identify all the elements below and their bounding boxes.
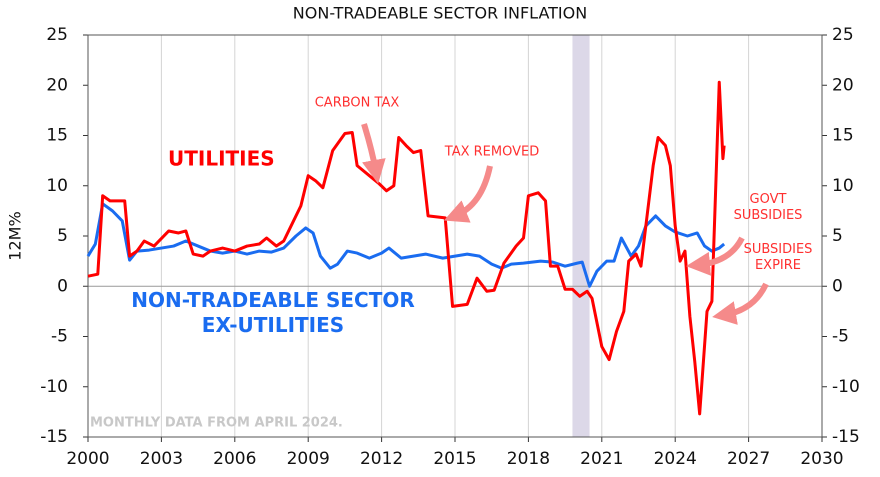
arrow xyxy=(443,165,493,223)
x-tick-label: 2018 xyxy=(507,449,550,469)
y-tick-label: 5 xyxy=(57,226,68,246)
arrow xyxy=(712,282,769,325)
arrows xyxy=(361,123,769,325)
x-tick-label: 2009 xyxy=(287,449,330,469)
x-tick-label: 2027 xyxy=(727,449,770,469)
x-tick-label: 2006 xyxy=(213,449,256,469)
series-label: UTILITIES xyxy=(168,147,275,171)
y2-tick-label: 15 xyxy=(832,126,854,146)
arrow xyxy=(686,236,745,276)
y2-tick-label: 20 xyxy=(832,75,854,95)
plot-area: 2000 2003 2006 2009 2012 2015 2018 2021 2024 2027… xyxy=(40,25,860,469)
y-tick-label: -5 xyxy=(51,327,68,347)
x-tick-label: 2003 xyxy=(140,449,183,469)
annotation: CARBON TAX xyxy=(315,96,400,111)
shaded-region xyxy=(572,35,590,437)
y2-tick-label: -10 xyxy=(832,377,860,397)
y-axis-label: 12M% xyxy=(6,211,25,260)
annotation: GOVT SUBSIDIES xyxy=(733,192,803,224)
y2-tick-label: 10 xyxy=(832,176,854,196)
y2-tick-label: -5 xyxy=(832,327,849,347)
x-tick-label: 2012 xyxy=(360,449,403,469)
series-line xyxy=(87,80,726,416)
y2-tick-label: 5 xyxy=(832,226,843,246)
y2-tick-label: 0 xyxy=(832,276,843,296)
arrow xyxy=(361,123,386,184)
plot-border xyxy=(87,34,823,438)
y2-tick-label: -15 xyxy=(832,427,860,447)
y-tick-label: 25 xyxy=(46,25,68,45)
y-tick-label: 15 xyxy=(46,126,68,146)
note: MONTHLY DATA FROM APRIL 2024. xyxy=(90,416,343,431)
x-tick-label: 2024 xyxy=(654,449,697,469)
x-tick-label: 2000 xyxy=(66,449,109,469)
y-tick-label: -10 xyxy=(40,377,68,397)
y-tick-label: 10 xyxy=(46,176,68,196)
x-tick-label: 2015 xyxy=(433,449,476,469)
y-tick-label: -15 xyxy=(40,427,68,447)
y2-tick-label: 25 xyxy=(832,25,854,45)
y-tick-label: 20 xyxy=(46,75,68,95)
series-label: NON-TRADEABLE SECTOR EX-UTILITIES xyxy=(131,288,415,337)
y-tick-label: 0 xyxy=(57,276,68,296)
x-tick-label: 2021 xyxy=(580,449,623,469)
annotation: TAX REMOVED xyxy=(444,145,539,160)
chart-title: NON-TRADEABLE SECTOR INFLATION xyxy=(293,4,587,23)
annotation: SUBSIDIES EXPIRE xyxy=(743,242,813,274)
x-tick-label: 2030 xyxy=(800,449,843,469)
